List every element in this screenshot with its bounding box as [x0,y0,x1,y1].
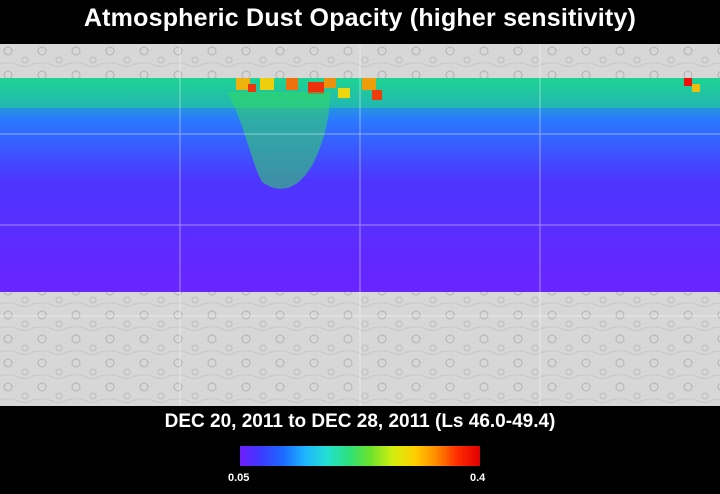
dust-hotspots [236,78,700,100]
map-grid [0,44,720,406]
map-title: Atmospheric Dust Opacity (higher sensiti… [83,4,637,32]
dust-opacity-map [0,44,720,406]
scale-min-label: 0.05 [228,472,250,484]
color-scale-bar [240,446,480,466]
southern-surface [0,292,720,406]
dust-opacity-band [0,78,720,292]
date-range: DEC 20, 2011 to DEC 28, 2011 (Ls 46.0-49… [164,411,556,432]
scale-max-label: 0.4 [470,472,486,484]
